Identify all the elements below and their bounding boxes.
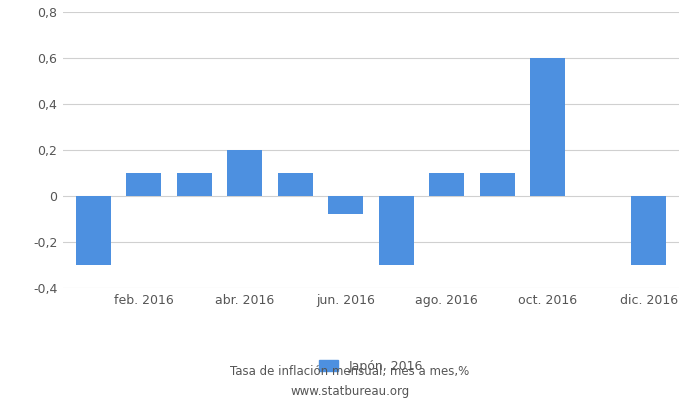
Bar [176,173,212,196]
Text: www.statbureau.org: www.statbureau.org [290,386,410,398]
Bar [227,150,262,196]
Bar [530,58,566,196]
Legend: Japón, 2016: Japón, 2016 [314,355,428,378]
Bar [429,173,464,196]
Bar [379,196,414,265]
Bar [278,173,313,196]
Bar [126,173,162,196]
Bar [76,196,111,265]
Bar [631,196,666,265]
Bar [328,196,363,214]
Text: Tasa de inflación mensual, mes a mes,%: Tasa de inflación mensual, mes a mes,% [230,366,470,378]
Bar [480,173,515,196]
